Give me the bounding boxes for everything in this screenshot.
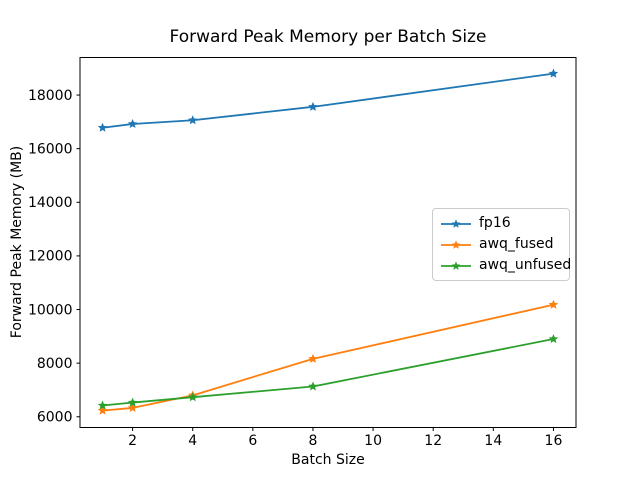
plot-border bbox=[79, 57, 577, 428]
x-tick-label: 8 bbox=[309, 433, 318, 449]
y-tick-label: 12000 bbox=[28, 249, 73, 265]
x-tick-label: 14 bbox=[484, 433, 502, 449]
legend-item-fp16: fp16 bbox=[440, 213, 561, 234]
marker-fp16-x16 bbox=[548, 68, 559, 78]
marker-awq_fused-x16 bbox=[548, 299, 559, 309]
legend-label-awq_fused: awq_fused bbox=[479, 236, 554, 252]
y-tick-label: 8000 bbox=[37, 356, 73, 372]
marker-fp16-x2 bbox=[127, 118, 138, 129]
marker-fp16-x8 bbox=[308, 101, 318, 111]
legend-item-awq_unfused: awq_unfused bbox=[440, 255, 571, 276]
legend-star-icon bbox=[451, 239, 461, 249]
y-axis-label: Forward Peak Memory (MB) bbox=[9, 145, 25, 339]
y-tick-label: 10000 bbox=[28, 302, 73, 318]
series-line-awq_fused bbox=[101, 303, 555, 412]
marker-awq_unfused-x16 bbox=[548, 334, 559, 344]
series-line-fp16 bbox=[101, 72, 555, 129]
legend-star-icon bbox=[451, 218, 461, 228]
legend-item-awq_fused: awq_fused bbox=[440, 234, 561, 255]
marker-fp16-x4 bbox=[187, 115, 198, 125]
x-tick-label: 6 bbox=[248, 433, 257, 449]
y-tick-label: 16000 bbox=[28, 141, 73, 157]
y-tick-label: 18000 bbox=[28, 88, 73, 104]
y-tick-label: 14000 bbox=[28, 195, 73, 211]
series-line-awq_unfused bbox=[101, 338, 555, 407]
marker-awq_unfused-x2 bbox=[127, 397, 138, 407]
x-tick-label: 10 bbox=[364, 433, 382, 449]
marker-awq_fused-x2 bbox=[127, 402, 138, 412]
legend-line-sample-awq_unfused bbox=[441, 260, 471, 270]
marker-awq_fused-x8 bbox=[308, 353, 318, 363]
marker-awq_unfused-x1 bbox=[97, 400, 108, 410]
marker-awq_unfused-x8 bbox=[308, 381, 318, 391]
marker-awq_fused-x1 bbox=[97, 405, 108, 415]
x-tick-label: 2 bbox=[128, 433, 137, 449]
marker-fp16-x1 bbox=[97, 122, 108, 132]
legend-star-icon bbox=[451, 260, 461, 270]
x-tick-label: 16 bbox=[545, 433, 563, 449]
chart-title: Forward Peak Memory per Batch Size bbox=[169, 27, 487, 47]
legend: fp16 awq_fused awq_unfused bbox=[432, 208, 571, 281]
x-tick-label: 4 bbox=[188, 433, 197, 449]
legend-line-sample-fp16 bbox=[441, 218, 471, 228]
x-axis-label: Batch Size bbox=[291, 452, 365, 468]
y-tick-label: 6000 bbox=[37, 410, 73, 426]
legend-label-awq_unfused: awq_unfused bbox=[479, 257, 572, 273]
marker-awq_unfused-x4 bbox=[187, 392, 198, 402]
x-tick-label: 12 bbox=[424, 433, 442, 449]
legend-label-fp16: fp16 bbox=[479, 215, 511, 231]
legend-line-sample-awq_fused bbox=[441, 239, 471, 249]
